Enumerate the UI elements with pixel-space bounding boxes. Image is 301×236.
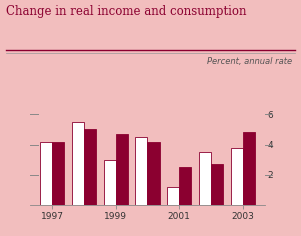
Bar [84,130,96,205]
Bar [167,187,179,205]
Bar [40,142,52,205]
Bar [72,122,84,205]
Bar [179,167,191,205]
Bar [135,137,147,205]
Bar [52,142,64,205]
Bar [199,152,211,205]
Bar [116,134,128,205]
Bar [147,142,160,205]
Text: Percent, annual rate: Percent, annual rate [207,57,292,66]
Text: Change in real income and consumption: Change in real income and consumption [6,5,247,18]
Bar [211,164,223,205]
Bar [243,132,255,205]
Bar [231,148,243,205]
Bar [104,160,116,205]
